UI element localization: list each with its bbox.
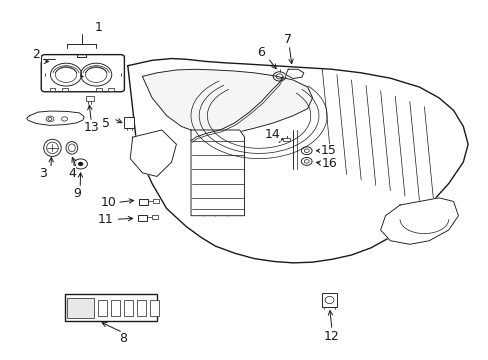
Text: 7: 7 [284, 33, 292, 46]
Bar [110, 300, 120, 316]
Bar [138, 199, 148, 205]
Text: 3: 3 [39, 167, 46, 180]
Polygon shape [191, 130, 244, 216]
Bar [49, 88, 55, 91]
Polygon shape [27, 111, 84, 125]
Text: 12: 12 [324, 330, 339, 343]
Polygon shape [127, 59, 467, 263]
Text: 15: 15 [320, 144, 335, 157]
Polygon shape [142, 69, 312, 134]
Bar [64, 294, 157, 321]
Text: 11: 11 [98, 213, 114, 226]
Polygon shape [130, 130, 176, 176]
Bar [153, 199, 159, 203]
Text: 10: 10 [100, 196, 116, 209]
Text: 2: 2 [32, 49, 40, 62]
Bar [137, 300, 146, 316]
Text: 13: 13 [83, 121, 99, 134]
Bar [108, 88, 114, 91]
Text: 14: 14 [264, 128, 280, 141]
Polygon shape [380, 198, 458, 244]
Bar [67, 297, 94, 318]
Circle shape [79, 162, 82, 165]
Bar [98, 300, 107, 316]
Text: 16: 16 [321, 157, 336, 170]
Bar [149, 300, 159, 316]
Text: 6: 6 [257, 46, 265, 59]
Bar [283, 138, 289, 141]
Bar [322, 293, 336, 307]
Bar [96, 88, 102, 91]
Bar [137, 215, 147, 221]
FancyBboxPatch shape [41, 55, 124, 92]
Bar [61, 88, 67, 91]
Bar [124, 117, 134, 128]
Bar [85, 96, 94, 102]
Text: 9: 9 [73, 187, 81, 200]
Text: 5: 5 [102, 117, 110, 130]
Polygon shape [285, 69, 303, 78]
Text: 4: 4 [68, 167, 76, 180]
Text: 8: 8 [119, 333, 127, 346]
Text: 1: 1 [95, 21, 102, 33]
Bar [123, 300, 133, 316]
Bar [152, 215, 158, 219]
